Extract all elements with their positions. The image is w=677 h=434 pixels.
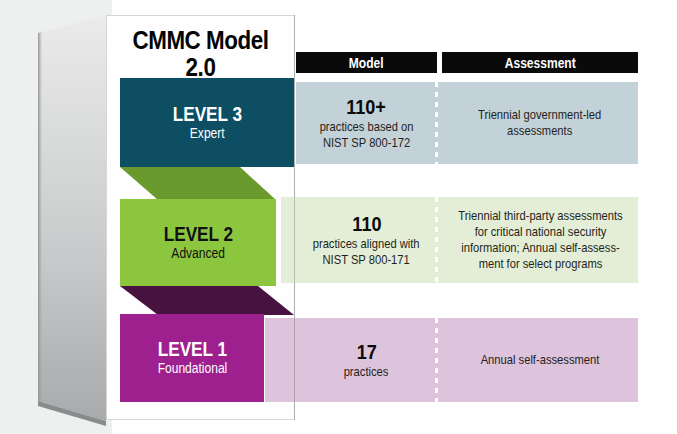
panel-right-edge	[294, 15, 295, 420]
level1-block: LEVEL 1 Foundational	[120, 314, 264, 402]
level3-model-desc: practices based on NIST SP 800-172	[320, 119, 414, 151]
column-header-assessment: Assessment	[442, 52, 638, 73]
level1-assessment-cell: Annual self-assessment	[442, 318, 638, 402]
page-title-text: CMMC Model 2.0	[119, 27, 282, 82]
level1-model-value: 17	[356, 340, 376, 364]
level2-subtitle: Advanced	[171, 245, 225, 263]
level3-label: LEVEL 3	[172, 103, 241, 125]
level3-model-value: 110+	[347, 95, 387, 119]
level1-assessment-text: Annual self-assessment	[481, 352, 600, 368]
level3-block: LEVEL 3 Expert	[120, 78, 294, 167]
level1-model-cell: 17 practices	[296, 318, 437, 402]
box-side-face	[38, 15, 106, 425]
column-divider-row2	[435, 197, 438, 283]
column-header-model: Model	[296, 52, 437, 73]
column-header-assessment-label: Assessment	[505, 55, 576, 71]
cmmc-infographic: CMMC Model 2.0 Model Assessment 110+ pra…	[0, 0, 677, 434]
level2-assessment-text: Triennial third-party assessments for cr…	[458, 208, 622, 271]
level2-model-cell: 110 practices aligned with NIST SP 800-1…	[296, 197, 437, 283]
level3-assessment-text: Triennial government-led assessments	[478, 107, 601, 139]
level2-label: LEVEL 2	[163, 223, 232, 245]
level2-block: LEVEL 2 Advanced	[120, 199, 276, 286]
level3-model-cell: 110+ practices based on NIST SP 800-172	[296, 82, 437, 164]
page-title: CMMC Model 2.0	[106, 27, 295, 82]
level1-label: LEVEL 1	[157, 338, 226, 360]
level2-assessment-cell: Triennial third-party assessments for cr…	[442, 197, 638, 283]
level3-assessment-cell: Triennial government-led assessments	[442, 82, 638, 164]
level2-model-desc: practices aligned with NIST SP 800-171	[313, 236, 420, 268]
column-divider-row1	[435, 318, 438, 402]
column-header-model-label: Model	[349, 55, 384, 71]
level1-model-desc: practices	[344, 364, 389, 380]
level2-model-value: 110	[352, 212, 381, 236]
level3-subtitle: Expert	[190, 125, 225, 143]
column-divider-row3	[435, 82, 438, 164]
level1-subtitle: Foundational	[157, 360, 227, 378]
